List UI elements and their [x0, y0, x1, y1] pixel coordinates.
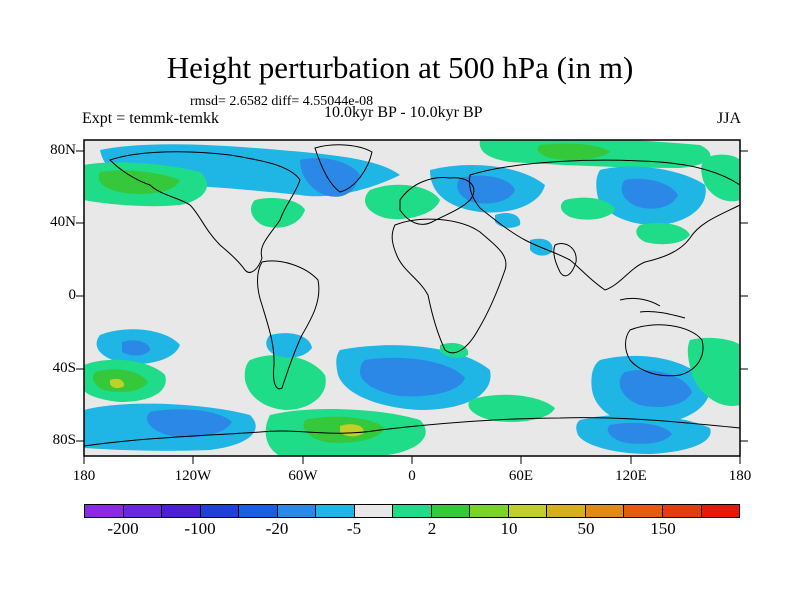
colorbar-box — [277, 505, 317, 517]
contour-region — [122, 340, 150, 356]
colorbar-box — [508, 505, 548, 517]
coastlines — [83, 144, 741, 447]
contour-region — [701, 154, 740, 202]
contour-region — [146, 409, 232, 438]
colorbar-box — [354, 505, 394, 517]
contour-region — [457, 175, 515, 204]
lon-tick-label: 120W — [174, 468, 212, 484]
lon-tick-label: 180 — [728, 468, 752, 484]
colorbar — [84, 504, 740, 518]
coastline-australia — [625, 324, 704, 377]
colorbar-box — [662, 505, 702, 517]
contour-region — [687, 337, 740, 406]
colorbar-box — [239, 505, 278, 517]
lon-tick-label: 60W — [288, 468, 318, 484]
contour-region — [440, 343, 469, 358]
colorbar-label: -100 — [184, 519, 216, 538]
colorbar-box — [316, 505, 355, 517]
colorbar-box — [123, 505, 163, 517]
season-label: JJA — [717, 110, 742, 127]
map-title: Height perturbation at 500 hPa (in m) — [166, 50, 634, 85]
lon-tick-label: 180 — [72, 468, 96, 484]
contour-region — [619, 370, 692, 408]
coastline-greenland — [314, 144, 373, 193]
contour-region — [244, 355, 326, 410]
colorbar-box — [547, 505, 586, 517]
colorbar-label: -20 — [265, 519, 289, 538]
coastline-north-america — [109, 151, 301, 273]
coastline-south-america — [257, 260, 320, 390]
colorbar-label: 10 — [500, 519, 518, 538]
contour-field — [84, 140, 740, 456]
coastline-africa — [391, 218, 507, 354]
colorbar-label: 50 — [577, 519, 595, 538]
contour-region — [98, 170, 180, 194]
experiment-label: Expt = temmk-temkk — [82, 110, 219, 127]
contour-region — [621, 178, 678, 209]
colorbar-box — [701, 505, 740, 517]
coastline-maritime — [619, 297, 686, 319]
colorbar-label: 150 — [650, 519, 676, 538]
contour-region — [110, 378, 125, 389]
period-label: 10.0kyr BP - 10.0kyr BP — [324, 104, 483, 121]
coastline-india — [553, 243, 577, 277]
colorbar-box — [624, 505, 663, 517]
stats-line: rmsd= 2.6582 diff= 4.55044e-08 — [190, 94, 374, 109]
colorbar-label: -5 — [346, 519, 362, 538]
colorbar-box — [431, 505, 471, 517]
contour-region — [300, 158, 360, 197]
colorbar-box — [85, 505, 124, 517]
lat-tick-label: 80N — [50, 142, 76, 158]
lat-tick-label: 80S — [52, 432, 76, 448]
colorbar-box — [162, 505, 201, 517]
coastline-antarctica — [83, 417, 741, 447]
colorbar-box — [470, 505, 509, 517]
lat-tick-label: 40N — [50, 214, 76, 230]
lon-tick-label: 0 — [408, 468, 416, 484]
contour-region — [607, 422, 672, 444]
contour-region — [360, 357, 465, 397]
coastline-asia — [469, 159, 741, 291]
colorbar-box — [585, 505, 625, 517]
coastline-europe — [399, 176, 475, 225]
lat-tick-label: 0 — [68, 287, 77, 303]
colorbar-label: -200 — [107, 519, 139, 538]
colorbar-box — [393, 505, 432, 517]
lat-tick-label: 40S — [52, 360, 76, 376]
axis-ticks — [76, 150, 748, 464]
contour-region — [250, 198, 305, 228]
lon-tick-label: 120E — [615, 468, 647, 484]
contour-region — [636, 222, 690, 245]
lon-tick-label: 60E — [508, 468, 534, 484]
contour-region — [537, 143, 610, 160]
colorbar-label: 2 — [427, 519, 437, 538]
contour-region — [468, 394, 555, 422]
contour-region — [560, 197, 615, 220]
colorbar-box — [200, 505, 240, 517]
contour-region — [365, 184, 440, 220]
